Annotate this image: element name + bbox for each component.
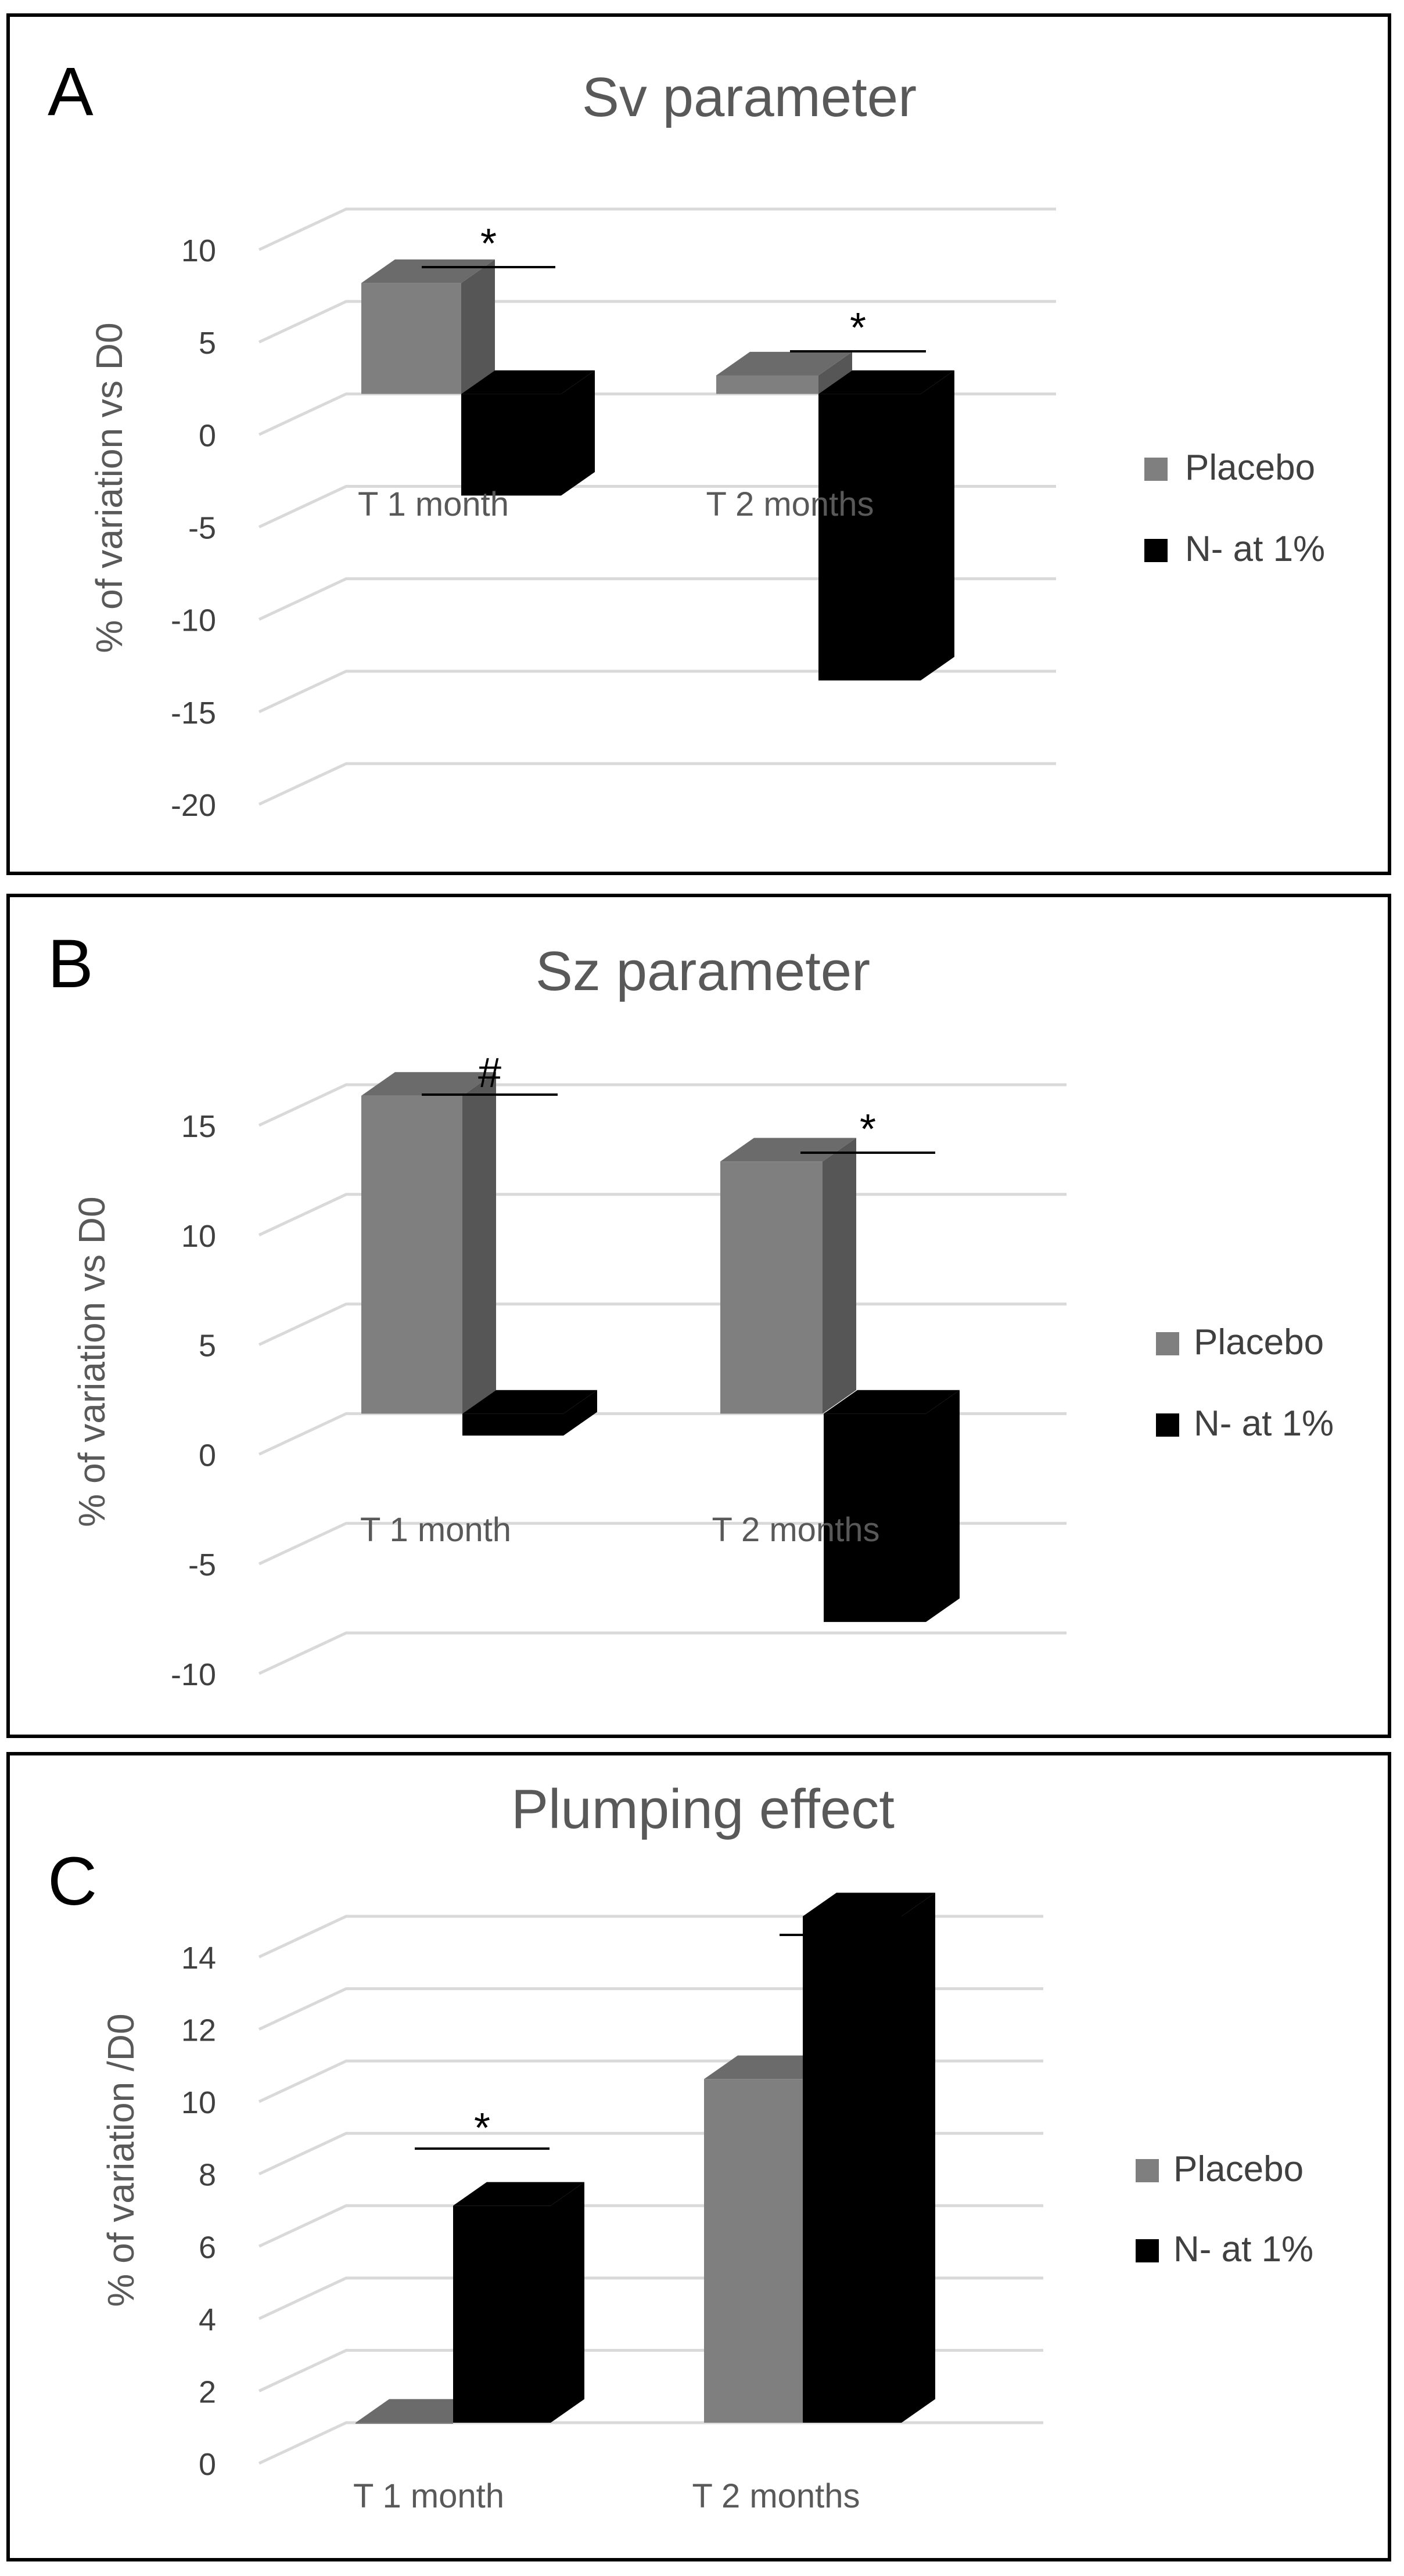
y-tick-label: -5: [188, 1548, 216, 1582]
bar-placebo-front: [720, 1161, 823, 1413]
x-category-label: T 1 month: [360, 1511, 511, 1549]
y-tick-label: -5: [188, 511, 216, 546]
bar-n-1pct-front: [461, 394, 561, 495]
bar-n-1pct-front: [453, 2206, 551, 2423]
x-category-label: T 1 month: [358, 485, 509, 523]
bar-placebo-front: [361, 1096, 462, 1414]
chart-panel-c: 14 12 10 8 6 4 2 0 C Plumping effect % of variatio…: [8, 1754, 1389, 2560]
legend-swatch: [1136, 2239, 1159, 2262]
legend-label: Placebo: [1185, 448, 1315, 488]
y-tick-label: 6: [199, 2230, 216, 2265]
bar-placebo-front: [356, 2423, 453, 2424]
y-tick-label: 15: [181, 1109, 216, 1144]
bar-placebo-front: [716, 376, 818, 394]
y-tick-label: 5: [199, 326, 216, 361]
y-axis-label: % of variation /D0: [100, 2013, 142, 2307]
significance-marker: *: [860, 1106, 876, 1153]
bar-n-1pct-front: [818, 394, 921, 680]
bar-n-1pct-side: [921, 370, 954, 681]
y-tick-label: 10: [181, 233, 216, 268]
bar-n-1pct-front: [803, 1916, 902, 2423]
bar-placebo: [720, 1138, 856, 1414]
chart-panel-a: 10 5 0 -5 -10 -15 -20 A Sv parameter % of variati…: [8, 15, 1389, 873]
bar-placebo-front: [704, 2079, 803, 2423]
legend-label: Placebo: [1194, 1322, 1324, 1362]
x-category-label: T 2 months: [692, 2477, 860, 2515]
chart-panel-b: 15 10 5 0 -5 -10 B Sz parameter % of variation v…: [8, 895, 1389, 1736]
bar-n-1pct-side: [902, 1893, 935, 2423]
significance-marker: *: [850, 305, 866, 351]
bar-n-1pct: [824, 1390, 960, 1622]
y-tick-label: -20: [171, 788, 216, 823]
y-tick-label: -10: [171, 1657, 216, 1692]
chart-title: Plumping effect: [511, 1778, 895, 1840]
panel-letter: B: [48, 926, 94, 1002]
bar-placebo: [361, 1072, 496, 1413]
legend-label: N- at 1%: [1194, 1404, 1334, 1444]
legend-label: Placebo: [1173, 2149, 1304, 2189]
y-tick-label: 0: [199, 1438, 216, 1473]
panel-frame: [8, 895, 1389, 1736]
chart-title: Sz parameter: [536, 940, 870, 1002]
y-tick-label: 2: [199, 2374, 216, 2409]
y-tick-label: -10: [171, 603, 216, 638]
bar-placebo-side: [461, 260, 495, 394]
x-category-label: T 1 month: [353, 2477, 504, 2515]
bar-n-1pct-side: [551, 2182, 584, 2423]
x-category-label: T 2 months: [706, 485, 874, 523]
legend-label: N- at 1%: [1185, 529, 1325, 569]
panel-letter: A: [48, 53, 94, 130]
y-tick-label: 0: [199, 418, 216, 453]
panel-letter: C: [48, 1843, 97, 1920]
y-tick-label: 12: [181, 2013, 216, 2048]
y-tick-label: 8: [199, 2158, 216, 2193]
bar-n-1pct-side: [926, 1390, 960, 1622]
significance-marker: #: [478, 1050, 501, 1096]
bar-placebo: [361, 260, 495, 394]
significance-marker: #: [836, 1890, 859, 1937]
bar-placebo-side: [823, 1138, 856, 1414]
bar-n-1pct: [818, 370, 954, 681]
x-category-label: T 2 months: [712, 1511, 879, 1549]
significance-marker: *: [480, 221, 497, 267]
bar-n-1pct: [803, 1893, 935, 2423]
y-axis-label: % of variation vs D0: [88, 322, 130, 653]
y-tick-label: 0: [199, 2447, 216, 2482]
bar-n-1pct: [453, 2182, 584, 2423]
figure: 10 5 0 -5 -10 -15 -20 A Sv parameter % of variati…: [0, 0, 1404, 2576]
legend-swatch: [1156, 1413, 1179, 1437]
legend-swatch: [1156, 1332, 1179, 1355]
bar-placebo-front: [361, 283, 461, 394]
bar-n-1pct: [461, 370, 595, 496]
legend-swatch: [1136, 2159, 1159, 2182]
y-tick-label: 10: [181, 2085, 216, 2120]
legend-swatch: [1144, 458, 1168, 481]
y-tick-label: 5: [199, 1329, 216, 1363]
significance-marker: *: [474, 2105, 490, 2152]
y-tick-label: -15: [171, 696, 216, 731]
legend-swatch: [1144, 539, 1168, 562]
y-tick-label: 4: [199, 2302, 216, 2337]
y-axis-label: % of variation vs D0: [71, 1196, 113, 1527]
y-tick-label: 14: [181, 1941, 216, 1976]
y-tick-label: 10: [181, 1219, 216, 1254]
bar-n-1pct-front: [462, 1413, 563, 1435]
legend-label: N- at 1%: [1173, 2229, 1313, 2269]
bar-placebo-side: [462, 1072, 496, 1413]
chart-title: Sv parameter: [582, 66, 917, 128]
